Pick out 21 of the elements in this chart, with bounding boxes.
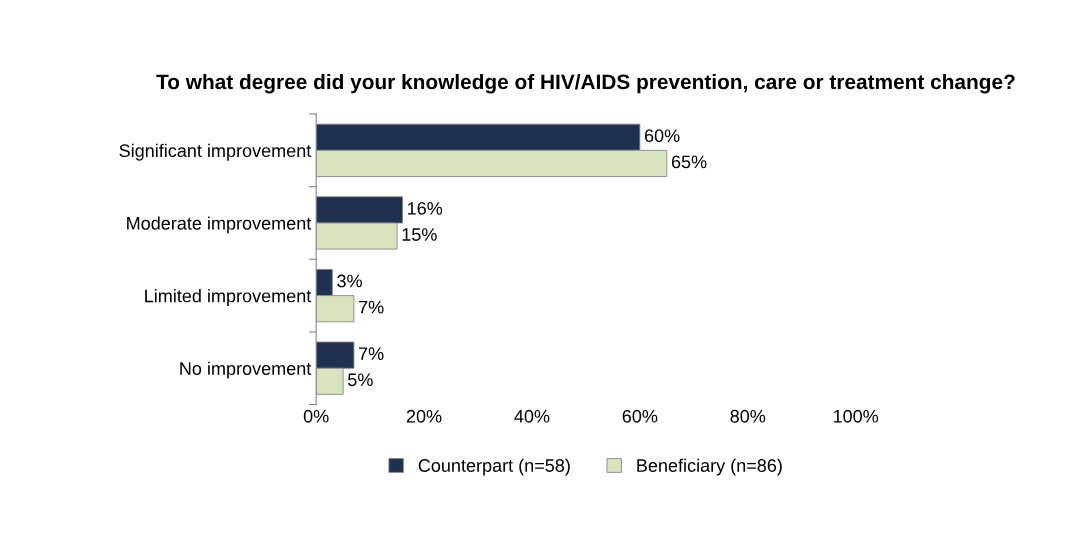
data-label: 65% bbox=[671, 155, 707, 169]
y-tick-label: Limited improvement bbox=[145, 289, 312, 306]
legend-label: Counterpart (n=58) bbox=[418, 458, 570, 476]
chart-title: To what degree did your knowledge of HIV/AIDS prevention, care or treatment change? bbox=[156, 73, 1015, 94]
legend-label: Beneficiary (n=86) bbox=[637, 458, 782, 476]
data-label: 7% bbox=[359, 300, 384, 314]
y-tick-label: Significant improvement bbox=[119, 143, 312, 161]
x-tick-label: 40% bbox=[514, 409, 550, 423]
x-tick-label: 60% bbox=[622, 409, 658, 423]
x-tick-label: 0% bbox=[303, 409, 329, 423]
data-label: 7% bbox=[359, 347, 384, 360]
y-tick-label: Moderate improvement bbox=[127, 216, 312, 234]
data-label: 3% bbox=[337, 274, 362, 288]
data-label: 16% bbox=[408, 201, 443, 215]
x-tick-label: 100% bbox=[833, 409, 879, 423]
y-tick-label: No improvement bbox=[180, 361, 312, 379]
x-tick-label: 20% bbox=[406, 409, 442, 423]
x-tick-label: 80% bbox=[730, 409, 766, 423]
data-label: 5% bbox=[348, 373, 373, 387]
data-label: 60% bbox=[644, 129, 680, 143]
data-label: 15% bbox=[402, 228, 437, 241]
